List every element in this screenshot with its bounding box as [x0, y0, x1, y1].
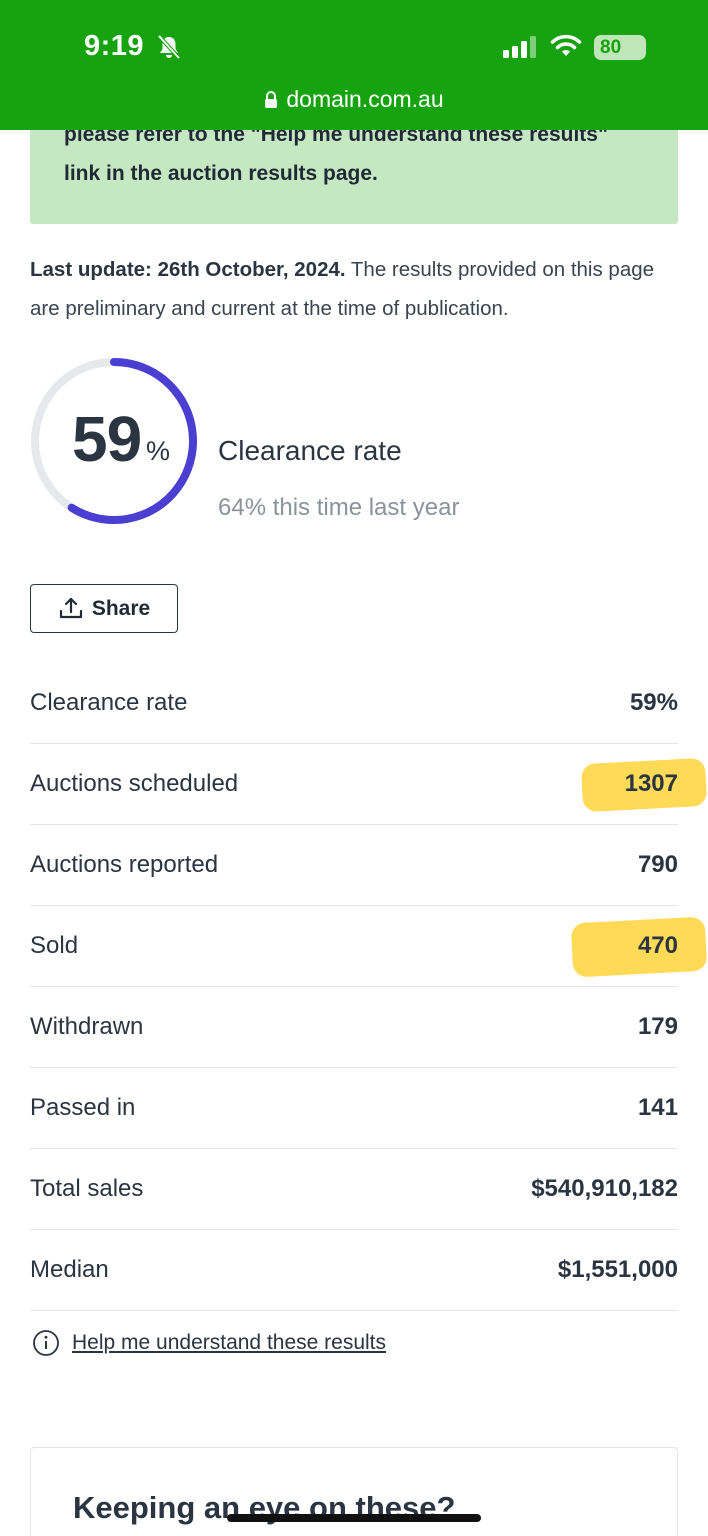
stat-value: 141 — [637, 1094, 678, 1121]
wifi-icon — [550, 34, 582, 63]
stat-value: 59% — [629, 689, 678, 716]
clearance-rate-percent: % — [146, 436, 171, 466]
clearance-rate-ring — [31, 358, 197, 524]
bell-slash-icon — [157, 34, 181, 65]
clearance-rate-label: Clearance rate — [218, 435, 402, 466]
share-button[interactable]: Share — [30, 584, 178, 633]
stat-label: Median — [30, 1256, 109, 1283]
url-text: domain.com.au — [286, 86, 444, 112]
share-label: Share — [91, 596, 151, 620]
stat-value: $1,551,000 — [557, 1256, 678, 1283]
stat-label: Total sales — [30, 1175, 144, 1202]
battery-level: 80 — [600, 37, 622, 58]
browser-top-bar: 9:19 80 domain.com.au — [0, 0, 708, 130]
stat-label: Sold — [30, 932, 79, 959]
clearance-ring-arc — [67, 358, 197, 524]
share-icon — [59, 597, 82, 618]
url-bar[interactable]: domain.com.au — [0, 86, 708, 115]
stat-row: Median $1,551,000 — [30, 1230, 678, 1311]
stat-value: 1307 — [624, 770, 678, 797]
stat-row: Clearance rate 59% — [30, 663, 678, 744]
last-update-date: Last update: 26th October, 2024. — [30, 258, 346, 281]
stat-label: Withdrawn — [30, 1013, 144, 1040]
stat-label: Auctions reported — [30, 851, 219, 878]
lock-icon — [264, 88, 278, 115]
status-time: 9:19 — [84, 30, 145, 62]
stat-row: Sold 470 — [30, 906, 708, 987]
stat-value: 790 — [637, 851, 678, 878]
battery-icon: 80 — [594, 35, 646, 60]
stat-label: Passed in — [30, 1094, 136, 1121]
last-update-text: Last update: 26th October, 2024. The res… — [30, 250, 678, 328]
stat-row: Withdrawn 179 — [30, 987, 678, 1068]
help-link-text[interactable]: Help me understand these results — [72, 1331, 387, 1354]
last-update-note: The results provided on this page are pr… — [30, 258, 655, 320]
stat-value: 470 — [637, 932, 678, 959]
signal-icon — [503, 36, 539, 63]
clearance-rate-value: 59 — [72, 403, 142, 475]
banner-line-2: link in the auction results page. — [64, 162, 378, 185]
stat-value: 179 — [637, 1013, 678, 1040]
help-link[interactable]: Help me understand these results — [32, 1329, 386, 1357]
clearance-last-year: 64% this time last year — [218, 494, 460, 521]
home-indicator[interactable] — [227, 1514, 481, 1522]
info-icon — [33, 1330, 59, 1356]
stat-value: $540,910,182 — [531, 1175, 678, 1202]
auction-stats-table: Clearance rate 59% Auctions scheduled 13… — [30, 663, 708, 1311]
stat-row: Auctions reported 790 — [30, 825, 678, 906]
stat-label: Clearance rate — [30, 689, 188, 716]
stat-row: Passed in 141 — [30, 1068, 678, 1149]
stat-row: Total sales $540,910,182 — [30, 1149, 678, 1230]
stat-row: Auctions scheduled 1307 — [30, 744, 708, 825]
watchlist-card: Keeping an eye on these? — [30, 1447, 678, 1536]
stat-label: Auctions scheduled — [30, 770, 239, 797]
